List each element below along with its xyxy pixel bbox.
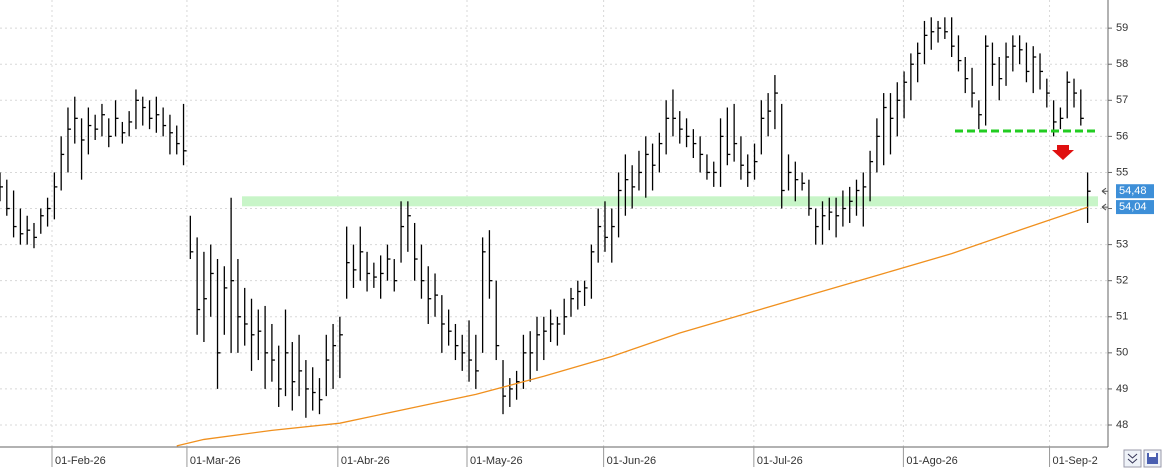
x-tick-label: 01-Abr-26 — [341, 455, 390, 467]
down-arrow — [1052, 145, 1074, 160]
x-tick-label: 01-May-26 — [470, 455, 523, 467]
toolbar — [1123, 449, 1162, 468]
y-tick-label: 53 — [1116, 239, 1128, 251]
y-tick-label: 57 — [1116, 94, 1128, 106]
x-tick-label: 01-Mar-26 — [190, 455, 241, 467]
support-band — [242, 196, 1098, 207]
price-label-pointer — [1101, 187, 1108, 195]
price-label: 54,04 — [1119, 201, 1147, 213]
price-label-pointer — [1101, 203, 1108, 211]
y-tick-label: 48 — [1116, 419, 1128, 431]
collapse-icon — [1127, 453, 1138, 464]
x-tick-label: 01-Feb-26 — [55, 455, 106, 467]
y-tick-label: 59 — [1116, 22, 1128, 34]
y-tick-label: 49 — [1116, 383, 1128, 395]
price-label-box — [1116, 200, 1154, 215]
price-label: 54,48 — [1119, 185, 1147, 197]
x-tick-label: 01-Ago-26 — [906, 455, 957, 467]
x-tick-label: 01-Sep-2 — [1053, 455, 1098, 467]
price-label-box — [1116, 184, 1154, 199]
save-icon — [1147, 453, 1158, 464]
moving-average-line — [176, 206, 1088, 447]
save-icon-label — [1149, 453, 1156, 457]
y-tick-label: 52 — [1116, 275, 1128, 287]
x-tick-label: 01-Jul-26 — [757, 455, 803, 467]
y-tick-label: 51 — [1116, 311, 1128, 323]
y-tick-label: 50 — [1116, 347, 1128, 359]
x-tick-label: 01-Jun-26 — [607, 455, 657, 467]
y-tick-label: 58 — [1116, 58, 1128, 70]
y-tick-label: 56 — [1116, 130, 1128, 142]
plot-area — [0, 0, 1108, 447]
y-tick-label: 55 — [1116, 166, 1128, 178]
